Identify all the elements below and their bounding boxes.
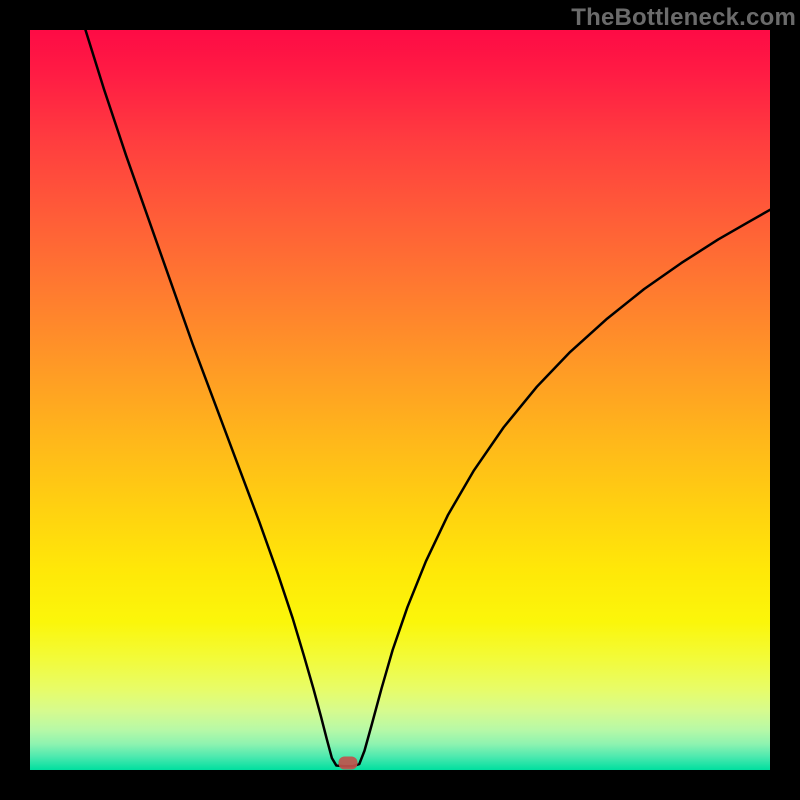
plot-area <box>30 30 770 770</box>
chart-background <box>30 30 770 770</box>
optimal-point-marker <box>339 757 358 770</box>
watermark-text: TheBottleneck.com <box>571 4 796 32</box>
